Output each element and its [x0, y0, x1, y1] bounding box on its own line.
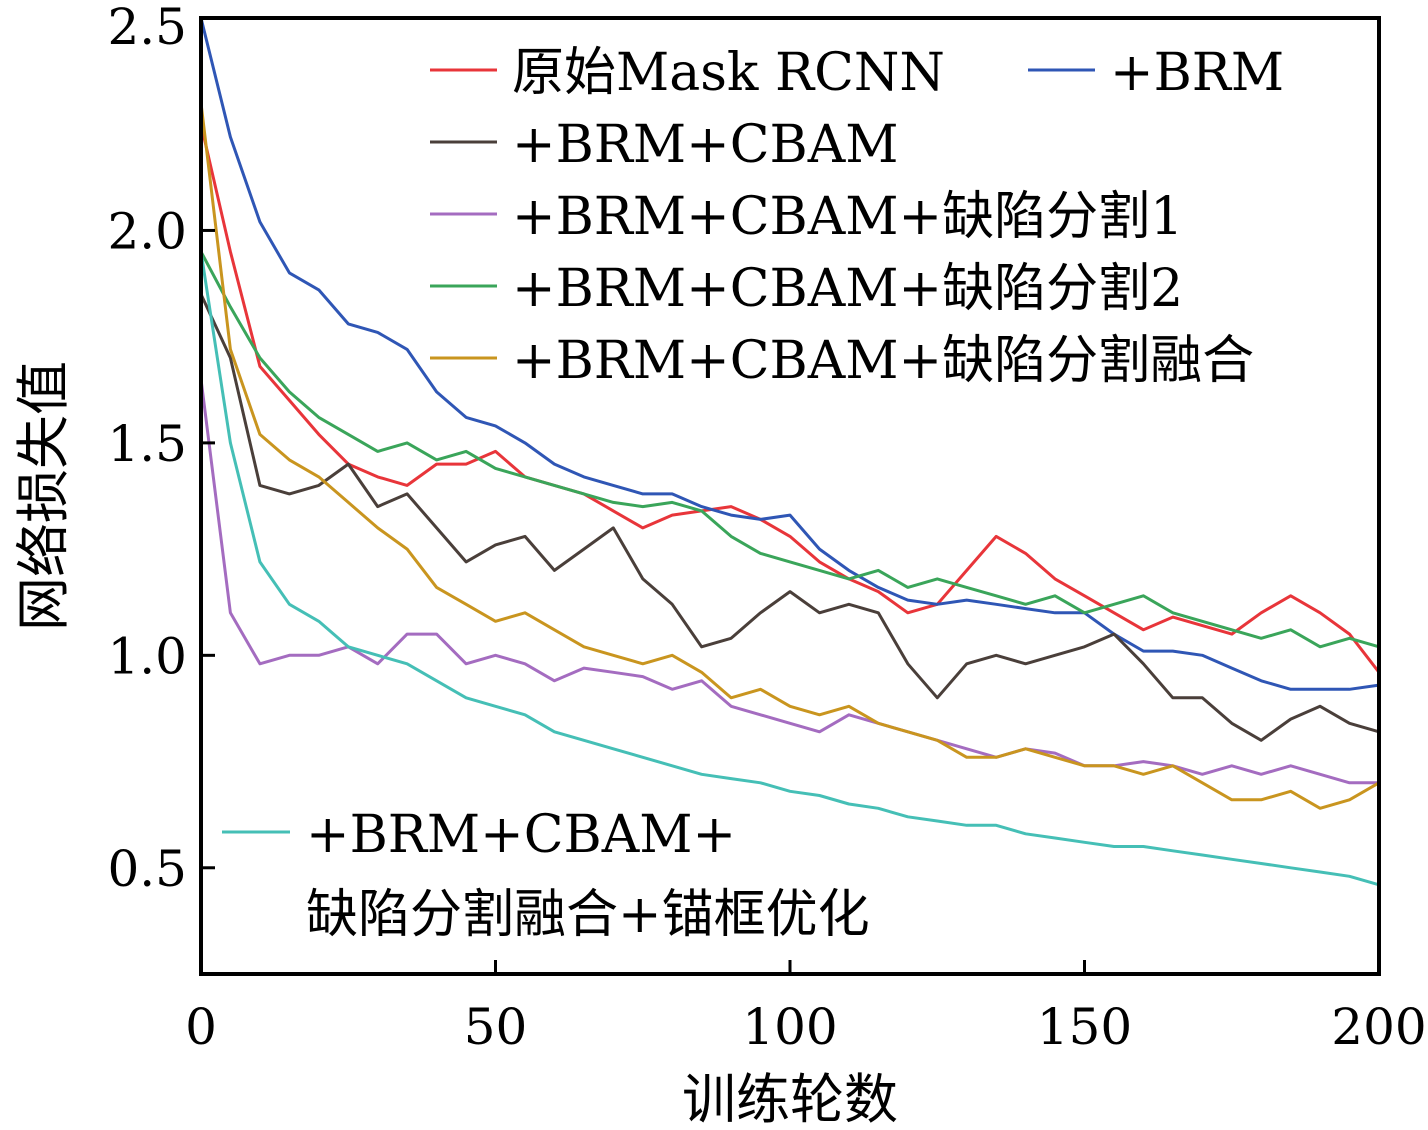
y-tick-label: 1.0 [107, 627, 187, 685]
x-tick-label: 200 [1331, 998, 1426, 1056]
ticks-layer: 0 50 100 150 200 0.5 1.0 1.5 2.0 2.5 [107, 0, 1426, 1056]
series-line-1 [199, 123, 1381, 674]
legend-label-brm: +BRM [1110, 43, 1284, 103]
legend: 原始Mask RCNN +BRM +BRM+CBAM +BRM+CBAM+缺陷分… [222, 43, 1284, 945]
series-line-4 [199, 379, 1379, 785]
x-tick-label: 0 [185, 998, 217, 1056]
legend-label-seg2: +BRM+CBAM+缺陷分割2 [512, 259, 1183, 319]
legend-label-brm-cbam: +BRM+CBAM [512, 115, 899, 175]
x-tick-label: 100 [742, 998, 837, 1056]
series-line-7 [199, 251, 1380, 887]
series-layer [199, 17, 1381, 887]
series-line-2 [199, 17, 1380, 691]
x-axis-title: 训练轮数 [682, 1068, 898, 1130]
y-tick-label: 1.5 [107, 415, 187, 473]
y-tick-label: 0.5 [107, 840, 187, 898]
legend-label-original: 原始Mask RCNN [512, 43, 945, 103]
series-line-6 [199, 102, 1380, 810]
y-tick-label: 2.5 [107, 0, 187, 56]
legend-label-seg1: +BRM+CBAM+缺陷分割1 [512, 187, 1183, 247]
legend-label-anchor-line2: 缺陷分割融合+锚框优化 [306, 885, 870, 945]
series-line-3 [199, 293, 1380, 742]
x-tick-label: 50 [464, 998, 528, 1056]
legend-label-anchor-line1: +BRM+CBAM+ [306, 805, 736, 865]
y-tick-label: 2.0 [107, 202, 187, 260]
x-tick-label: 150 [1037, 998, 1132, 1056]
series-line-5 [199, 250, 1380, 649]
legend-label-fusion: +BRM+CBAM+缺陷分割融合 [512, 331, 1254, 391]
y-axis-title: 网络损失值 [12, 361, 75, 631]
